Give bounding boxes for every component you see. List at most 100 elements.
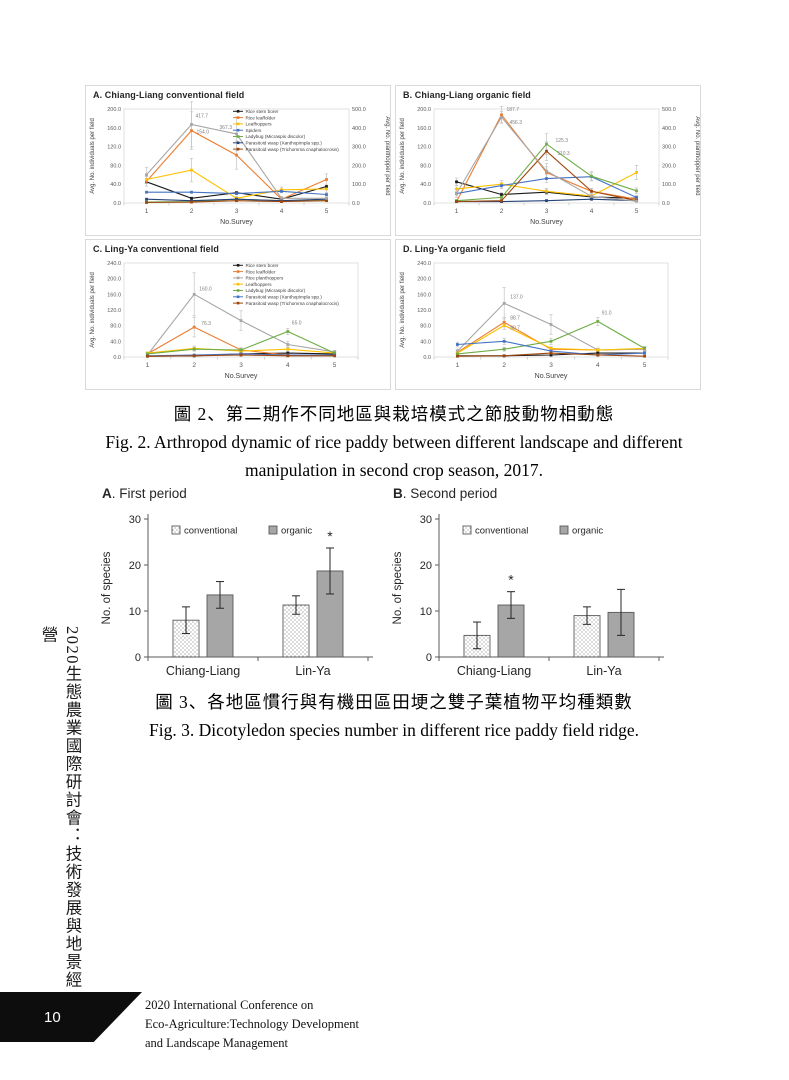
series-marker-parasitoid-wasp-trichomma-cnaphalocrocis [549, 351, 553, 355]
series-marker-parasitoid-wasp-trichomma-cnaphalocrosis [280, 200, 283, 203]
fig3-chart-a-plot: 0 10 20 30 No. of species Chiang-Liang Lin-Ya *… [96, 501, 381, 691]
bar-chiang-liang-conventional [172, 619, 200, 658]
series-marker-parasitoid-wasp-trichomma-cnaphalocrocis [192, 354, 196, 358]
fig3-chart-b-title-letter: B [393, 486, 403, 501]
data-label: 160.0 [199, 286, 212, 292]
series-marker-leafhoppers [286, 347, 290, 351]
y-axis-label: No. of species [101, 551, 113, 624]
legend-marker [236, 128, 240, 132]
fig2-panel-d-title: D. Ling-Ya organic field [403, 244, 506, 254]
x-tick-label: 3 [239, 362, 243, 369]
x-tick-label: 3 [549, 362, 553, 369]
series-marker-spiders [235, 192, 238, 195]
y-axis-label: No. of species [392, 551, 404, 624]
legend-marker [236, 116, 240, 119]
series-marker-rice-leaffolder [145, 179, 148, 183]
series-marker-rice-planthoppers [280, 196, 283, 200]
plot-frame [433, 262, 669, 358]
series-marker-leafhoppers [280, 188, 283, 192]
y2-tick-label: 0.0 [352, 201, 360, 207]
legend-marker [236, 141, 240, 145]
series-marker-parasitoid-wasp-trichomma-cnaphalocrosis [325, 199, 328, 203]
fig3-chart-second-period: B. Second period 0 10 20 30 No. of species Ch… [387, 484, 672, 691]
legend-label: Rice stem borer [246, 109, 280, 114]
y2-tick-label: 500.0 [352, 107, 366, 113]
x-tick-label: 5 [643, 362, 647, 369]
line-chart-b: 0.0 40.0 80.0 120.0 160.0 200.0 0.0 100.0 200.0 3… [400, 105, 700, 226]
series-marker-parasitoid-wasp-xanthopimpla-spp [549, 349, 553, 353]
legend-label: Parasitoid wasp (Trichomma cnaphalocroci… [246, 301, 340, 306]
fig3-chart-b-title-text: . Second period [402, 486, 498, 501]
y2-tick-label: 0.0 [662, 201, 670, 207]
conference-footer: 2020 International Conference on Eco-Agr… [145, 996, 359, 1053]
y-axis-label: Avg. No. individuals per field [400, 272, 406, 348]
y2-tick-label: 400.0 [352, 126, 366, 132]
figure3-bar-chart-block: A. First period 0 10 20 30 No. of species Chi… [96, 484, 672, 691]
series-marker-ladybug-micraspis-discolor [456, 352, 459, 356]
y-tick-label: 80.0 [110, 163, 121, 169]
fig3-chart-a-title-text: . First period [111, 486, 187, 501]
data-label: 91.0 [602, 310, 612, 316]
data-label: 76.3 [201, 321, 211, 327]
y-tick-label: 160.0 [417, 292, 431, 298]
series-marker-ladybug-micraspis-discolor [643, 346, 646, 350]
series-marker-parasitoid-wasp-xanthopimpla-spp [235, 197, 238, 201]
y-tick-label: 80.0 [110, 324, 121, 330]
series-marker-leafhoppers [545, 189, 548, 193]
x-tick-label: 4 [286, 362, 290, 369]
y-tick-label: 20 [129, 560, 141, 572]
series-marker-rice-planthoppers [635, 199, 638, 203]
series-marker-rice-planthoppers [456, 349, 459, 353]
y-tick-label: 240.0 [417, 261, 431, 267]
series-marker-leafhoppers [455, 187, 458, 191]
category-label: Lin-Ya [295, 664, 330, 678]
series-marker-rice-planthoppers [190, 123, 193, 126]
fig2-panel-d: D. Ling-Ya organic field 0.0 40.0 80.0 120.… [395, 239, 701, 390]
fig2-panel-b-plot: 0.0 40.0 80.0 120.0 160.0 200.0 0.0 100.0 200.0 3… [396, 100, 700, 236]
y2-tick-label: 300.0 [662, 145, 676, 151]
data-label: 110.3 [558, 151, 570, 157]
x-tick-label: 5 [333, 362, 337, 369]
series-marker-parasitoid-wasp-trichomma-cnaphalocrosis [500, 199, 503, 203]
series-marker-leafhoppers [635, 171, 638, 174]
series-marker-parasitoid-wasp-trichomma-cnaphalocrosis [545, 149, 548, 153]
legend-marker [236, 270, 240, 273]
y2-tick-label: 200.0 [662, 163, 676, 169]
conference-title-vertical-text: 2020生態農業國際研討會：技術發展與地景經營 [39, 626, 82, 989]
series-marker-parasitoid-wasp-trichomma-cnaphalocrocis [596, 353, 600, 357]
data-label: 456.3 [510, 120, 523, 126]
bar-chart-0: 0 10 20 30 No. of species Chiang-Liang Lin-Ya *… [101, 514, 373, 678]
series-marker-ladybug-micraspis-discolor [502, 347, 506, 351]
fig2-caption-english-line2: manipulation in second crop season, 2017… [245, 460, 543, 480]
data-label: 125.3 [556, 138, 569, 144]
legend-marker [236, 110, 240, 113]
series-marker-rice-leaffolder [635, 197, 638, 201]
fig2-panel-c: C. Ling-Ya conventional field 0.0 40.0 80.… [85, 239, 391, 390]
series-marker-parasitoid-wasp-trichomma-cnaphalocrocis [333, 354, 336, 358]
series-marker-parasitoid-wasp-xanthopimpla-spp [145, 197, 148, 201]
series-marker-rice-planthoppers [549, 323, 553, 326]
y-tick-label: 40.0 [110, 339, 121, 345]
category-label: Chiang-Liang [457, 664, 531, 678]
series-marker-parasitoid-wasp-trichomma-cnaphalocrosis [145, 201, 148, 204]
category-label: Chiang-Liang [166, 664, 240, 678]
page-number: 10 [44, 1008, 61, 1026]
series-marker-rice-leaffolder [235, 153, 238, 157]
series-marker-leafhoppers [145, 178, 148, 181]
legend-marker [236, 301, 240, 305]
legend-marker [236, 295, 240, 299]
x-tick-label: 2 [500, 208, 504, 215]
x-axis-label: No.Survey [225, 373, 258, 380]
legend-label: Parasitoid wasp (Xanthopimpla spp.) [246, 141, 323, 146]
y-tick-label: 200.0 [107, 277, 121, 283]
y-tick-label: 160.0 [107, 126, 121, 132]
y-tick-label: 120.0 [107, 308, 121, 314]
y-tick-label: 0.0 [423, 201, 431, 207]
y2-tick-label: 500.0 [662, 107, 676, 113]
x-tick-label: 1 [456, 362, 460, 369]
series-marker-rice-planthoppers [545, 169, 548, 173]
fig2-panel-a: A. Chiang-Liang conventional field 0.0 40… [85, 85, 391, 236]
fig2-panel-c-plot: 0.0 40.0 80.0 120.0 160.0 200.0 240.0 1 2 3 4 5 No.S… [86, 254, 390, 390]
series-marker-ladybug-micraspis-discolor [549, 339, 553, 343]
